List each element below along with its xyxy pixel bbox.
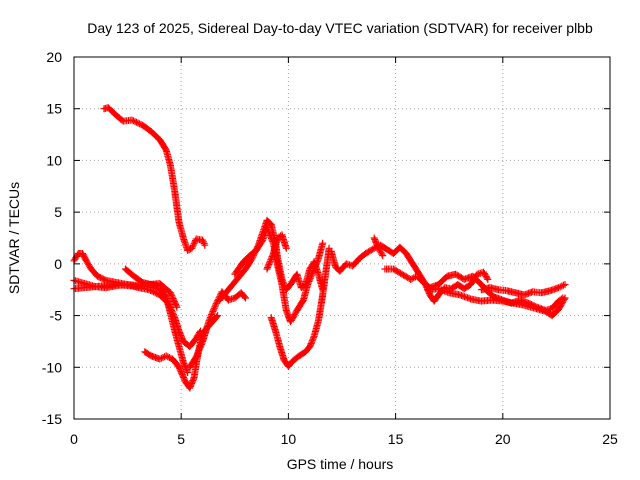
y-tick-label: 10 <box>46 152 62 168</box>
series-arc-14 <box>424 285 569 320</box>
series-arc-16 <box>370 234 387 260</box>
x-tick-label: 25 <box>602 431 618 447</box>
plus-markers <box>477 281 569 299</box>
grid-lines <box>74 57 610 419</box>
plot-frame <box>73 56 611 420</box>
plus-markers <box>327 241 492 305</box>
series-arc-2 <box>70 250 204 351</box>
plus-markers <box>122 265 162 290</box>
x-tick-label: 5 <box>177 431 185 447</box>
x-tick-label: 20 <box>495 431 511 447</box>
y-tick-label: -5 <box>50 308 63 324</box>
plus-markers <box>424 285 569 320</box>
plus-markers <box>263 231 290 273</box>
y-tick-label: 15 <box>46 101 62 117</box>
x-tick-label: 15 <box>388 431 404 447</box>
y-tick-label: -15 <box>42 411 62 427</box>
series-arc-1 <box>100 104 209 254</box>
plus-markers <box>70 250 204 351</box>
series-arc-6 <box>122 265 162 290</box>
y-tick-label: 20 <box>46 49 62 65</box>
x-tick-label: 0 <box>70 431 78 447</box>
y-tick-label: -10 <box>42 359 62 375</box>
chart-title: Day 123 of 2025, Sidereal Day-to-day VTE… <box>87 20 593 36</box>
y-tick-label: 0 <box>54 256 62 272</box>
plus-markers <box>267 244 333 370</box>
series-arc-15 <box>477 281 569 299</box>
y-tick-label: 5 <box>54 204 62 220</box>
plus-markers <box>100 104 209 254</box>
data-series <box>70 104 569 392</box>
plus-markers <box>370 234 387 260</box>
x-tick-label: 10 <box>281 431 297 447</box>
series-arc-12 <box>327 241 492 305</box>
y-axis-label: SDTVAR / TECUs <box>6 182 22 294</box>
series-arc-11 <box>263 231 290 273</box>
axis-ticks: 0 5 10 15 20 25 -15 -10 -5 0 5 10 15 20 <box>42 49 618 447</box>
x-axis-label: GPS time / hours <box>287 456 394 472</box>
series-arc-10 <box>267 244 333 370</box>
